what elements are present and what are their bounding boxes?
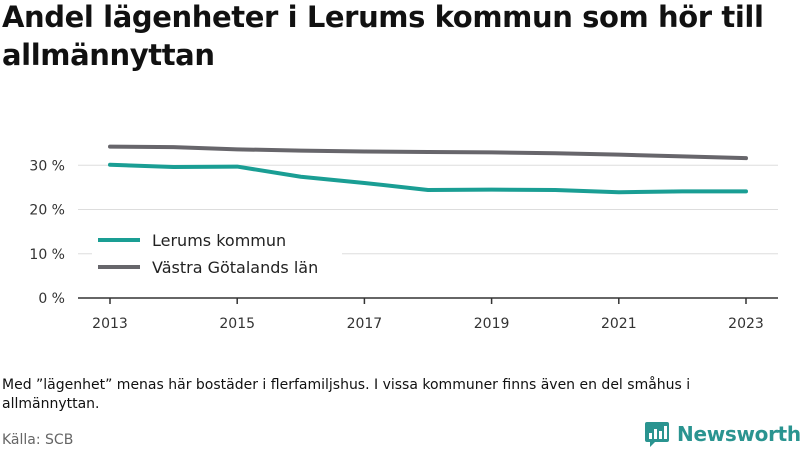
x-tick-label: 2021 [601,316,637,332]
x-tick-label: 2015 [219,316,255,332]
source-label: Källa: SCB [2,432,74,448]
y-tick-label: 30 % [29,158,65,174]
series-line-0 [108,162,748,195]
newsworthy-brand[interactable]: Newsworthy [644,419,800,449]
newsworthy-logo-icon [645,422,669,447]
x-tick-label: 2013 [92,316,128,332]
y-tick-label: 0 % [38,291,65,307]
chart-title: Andel lägenheter i Lerums kommun som hör… [2,0,764,72]
x-tick-label: 2019 [474,316,510,332]
legend-label: Lerums kommun [152,231,286,250]
legend-label: Västra Götalands län [152,258,318,277]
y-tick-label: 20 % [29,203,65,219]
legend-background [92,226,342,280]
series-line-1 [108,144,748,161]
brand-name: Newsworthy [677,422,800,446]
line-chart: 0 %10 %20 %30 %2013 2015 2017 2019 2021 2023 … [29,144,778,332]
x-tick-label: 2023 [728,316,764,332]
y-tick-label: 10 % [29,247,65,263]
chart-note: Med ”lägenhet” menas här bostäder i fler… [2,377,691,412]
x-tick-label: 2017 [347,316,383,332]
